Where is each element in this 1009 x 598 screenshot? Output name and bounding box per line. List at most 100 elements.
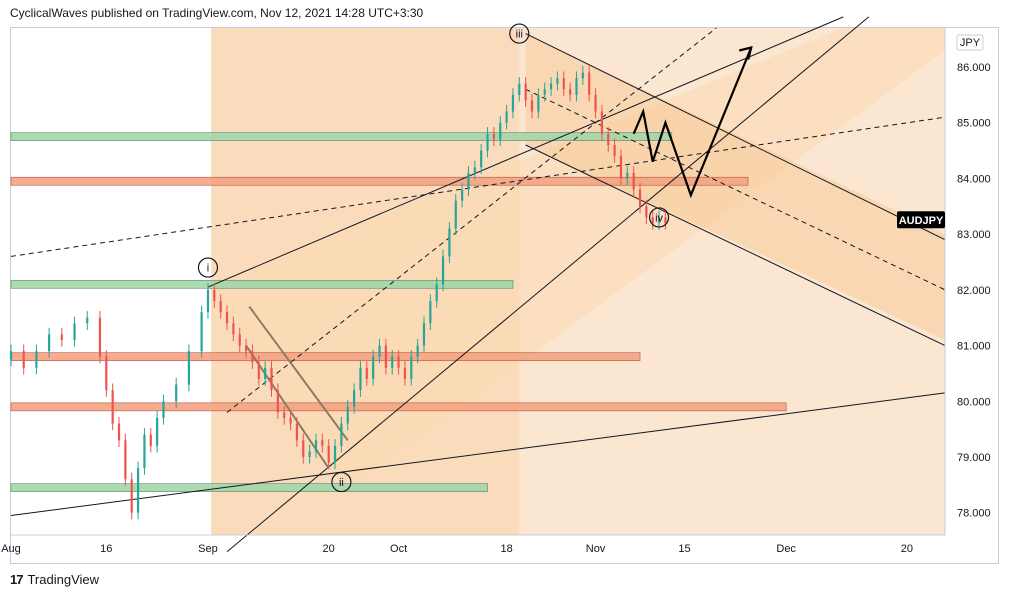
- candle-body: [454, 200, 457, 229]
- candle-body: [353, 390, 356, 407]
- descending-channel-fill: [525, 33, 945, 340]
- candle-body: [505, 111, 508, 123]
- x-tick-label: 16: [100, 543, 112, 555]
- candle-body: [626, 172, 629, 179]
- candle-body: [327, 445, 330, 463]
- candle-body: [346, 406, 349, 424]
- candle-body: [594, 94, 597, 112]
- chart-frame: [10, 27, 999, 564]
- candle-body: [244, 345, 248, 352]
- footer: 17 TradingView: [10, 572, 99, 587]
- candle-body: [569, 89, 572, 95]
- candle-body: [111, 390, 114, 424]
- candle-body: [378, 345, 381, 357]
- x-tick-label: Oct: [390, 543, 407, 555]
- y-tick-label: 80.000: [957, 396, 991, 408]
- candle-body: [448, 228, 451, 257]
- wave-label-circle: [331, 471, 352, 493]
- candle-body: [473, 167, 476, 173]
- candle-body: [410, 356, 413, 379]
- candle-body: [187, 351, 191, 385]
- candle-body: [238, 334, 241, 346]
- candle-body: [35, 351, 38, 368]
- x-tick-label: 20: [901, 543, 913, 555]
- candle-body: [638, 189, 642, 207]
- candle-body: [308, 451, 311, 457]
- candle-body: [480, 150, 483, 168]
- candle-body: [264, 367, 267, 379]
- candle-body: [124, 440, 127, 480]
- candle-body: [251, 351, 254, 363]
- x-tick-label: 18: [500, 543, 512, 555]
- candle-body: [372, 356, 375, 379]
- y-tick-label: 81.000: [957, 341, 991, 353]
- candle-body: [117, 423, 121, 441]
- candle-body: [276, 390, 279, 413]
- candle-body: [613, 145, 616, 157]
- candle-body: [105, 356, 108, 391]
- candle-body: [225, 312, 229, 324]
- y-tick-label: 85.000: [957, 118, 991, 130]
- candle-body: [200, 312, 203, 352]
- x-tick-label: 20: [323, 543, 335, 555]
- candle-body: [651, 217, 654, 223]
- candle-body: [518, 83, 521, 95]
- candle-body: [48, 334, 51, 352]
- x-tick-label: Dec: [776, 543, 796, 555]
- candle-body: [289, 418, 292, 424]
- candle-body: [600, 111, 603, 134]
- currency-label-text: JPY: [960, 37, 981, 49]
- candle-body: [441, 256, 445, 285]
- candle-body: [588, 72, 591, 95]
- x-tick-label: Nov: [586, 543, 606, 555]
- price-tag-box: [897, 211, 945, 229]
- candle-body: [461, 189, 464, 201]
- currency-label-box: [956, 34, 984, 51]
- price-tag-text: AUDJPY: [899, 215, 944, 227]
- candle-body: [270, 367, 273, 391]
- wave-label-iv: iv: [648, 207, 670, 228]
- candle-body: [435, 284, 438, 301]
- candles-group: [9, 65, 667, 520]
- upward-channel-fill: [207, 28, 945, 491]
- candle-body: [156, 418, 159, 446]
- wave-label-text: iv: [655, 212, 663, 224]
- candle-body: [130, 479, 133, 513]
- candle-body: [384, 345, 387, 368]
- wave-label-text: i: [207, 263, 209, 275]
- wave-label-text: iii: [516, 29, 523, 41]
- candle-body: [543, 89, 546, 95]
- candle-body: [467, 172, 470, 190]
- y-tick-label: 83.000: [957, 229, 991, 241]
- candle-body: [556, 78, 559, 84]
- candle-body: [9, 351, 13, 360]
- wave-label-ii: ii: [331, 471, 352, 493]
- wave-label-circle: [648, 207, 670, 228]
- x-tick-label: 15: [678, 543, 690, 555]
- projection-path: [632, 47, 753, 199]
- candle-body: [213, 289, 216, 301]
- candle-body: [524, 83, 527, 101]
- wave-label-circle: [509, 23, 530, 44]
- descending-channel-mid: [525, 88, 946, 291]
- wave-label-iii: iii: [509, 23, 530, 44]
- channel-upper-line: [207, 16, 844, 288]
- candle-body: [645, 206, 648, 218]
- candle-body: [422, 323, 426, 346]
- wave-label-i: i: [197, 257, 219, 278]
- candle-body: [581, 72, 584, 79]
- candle-body: [607, 133, 610, 145]
- candle-body: [416, 345, 419, 357]
- candle-body: [499, 122, 502, 140]
- candle-body: [664, 217, 667, 223]
- candle-body: [632, 172, 635, 190]
- candle-body: [537, 94, 540, 112]
- zone-green-2: [10, 279, 514, 289]
- candle-body: [60, 334, 63, 340]
- candle-body: [283, 412, 286, 418]
- candle-body: [302, 440, 305, 457]
- footer-brand: TradingView: [27, 572, 100, 587]
- long-dashed-trendline: [10, 116, 946, 257]
- channel-mid-dashed-line: [226, 27, 717, 413]
